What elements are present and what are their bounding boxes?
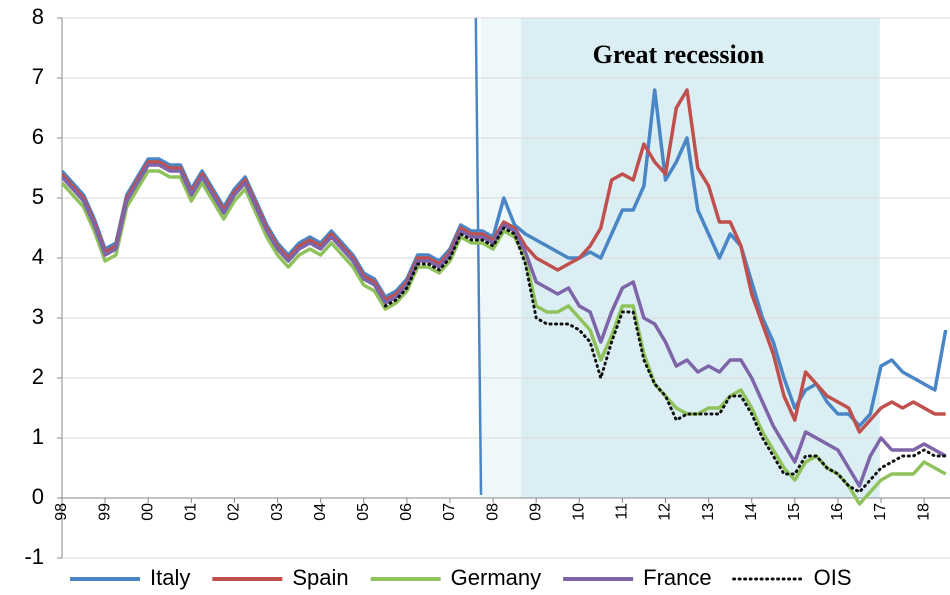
y-tick-label: 7	[32, 64, 44, 89]
legend-label: OIS	[814, 565, 852, 590]
x-tick-label: 98	[53, 503, 70, 521]
y-tick-label: 2	[32, 364, 44, 389]
y-tick-label: 4	[32, 244, 44, 269]
series-line	[62, 163, 947, 488]
y-tick-label: 8	[32, 4, 44, 29]
x-tick-label: 08	[484, 503, 501, 521]
y-tick-label: -1	[24, 544, 44, 569]
lines	[62, 88, 948, 506]
y-tick-label: 1	[32, 424, 44, 449]
x-tick-label: 00	[139, 503, 156, 521]
legend-label: Spain	[292, 565, 348, 590]
x-tick-label: 06	[398, 503, 415, 521]
annotation: Great recession	[593, 40, 765, 69]
y-tick-label: 3	[32, 304, 44, 329]
x-tick-label: 17	[872, 503, 889, 521]
x-tick-label: 99	[96, 503, 113, 521]
legend-label: Italy	[150, 565, 190, 590]
x-tick-label: 01	[183, 503, 200, 521]
legend-label: France	[643, 565, 711, 590]
event-line	[474, 17, 483, 496]
x-tick-label: 10	[571, 503, 588, 521]
series-line	[383, 226, 948, 494]
series-line	[62, 169, 947, 506]
x-tick-label: 18	[915, 503, 932, 521]
y-tick-label: 6	[32, 124, 44, 149]
x-tick-label: 14	[743, 503, 760, 521]
x-tick-label: 03	[269, 503, 286, 521]
x-tick-label: 11	[614, 503, 631, 520]
x-tick-label: 04	[312, 503, 329, 521]
x-tick-label: 02	[226, 503, 243, 521]
y-tick-label: 0	[32, 484, 44, 509]
x-tick-label: 13	[700, 503, 717, 521]
x-tick-label: 16	[829, 503, 846, 521]
legend-label: Germany	[451, 565, 541, 590]
x-tick-label: 09	[527, 503, 544, 521]
x-tick-label: 05	[355, 503, 372, 521]
x-tick-label: 15	[786, 503, 803, 521]
x-tick-label: 12	[657, 503, 674, 521]
x-tick-label: 07	[441, 503, 458, 521]
y-tick-label: 5	[32, 184, 44, 209]
